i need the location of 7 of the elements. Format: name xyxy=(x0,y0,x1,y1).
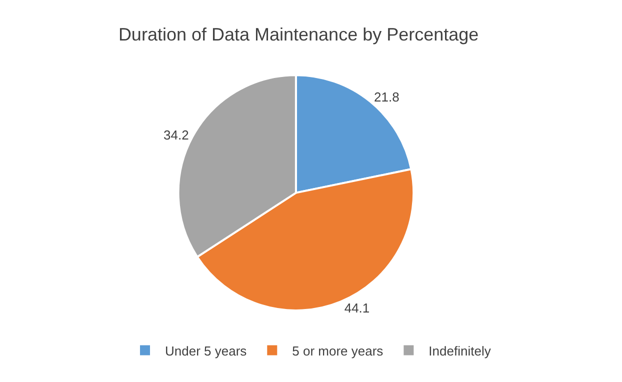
data-label: 21.8 xyxy=(374,90,400,105)
data-label: 44.1 xyxy=(344,300,370,316)
chart-title: Duration of Data Maintenance by Percentage xyxy=(118,24,479,45)
legend-label: Indefinitely xyxy=(428,343,492,358)
data-label: 34.2 xyxy=(163,127,189,142)
legend-label: Under 5 years xyxy=(165,343,248,358)
legend-label: 5 or more years xyxy=(292,343,384,358)
